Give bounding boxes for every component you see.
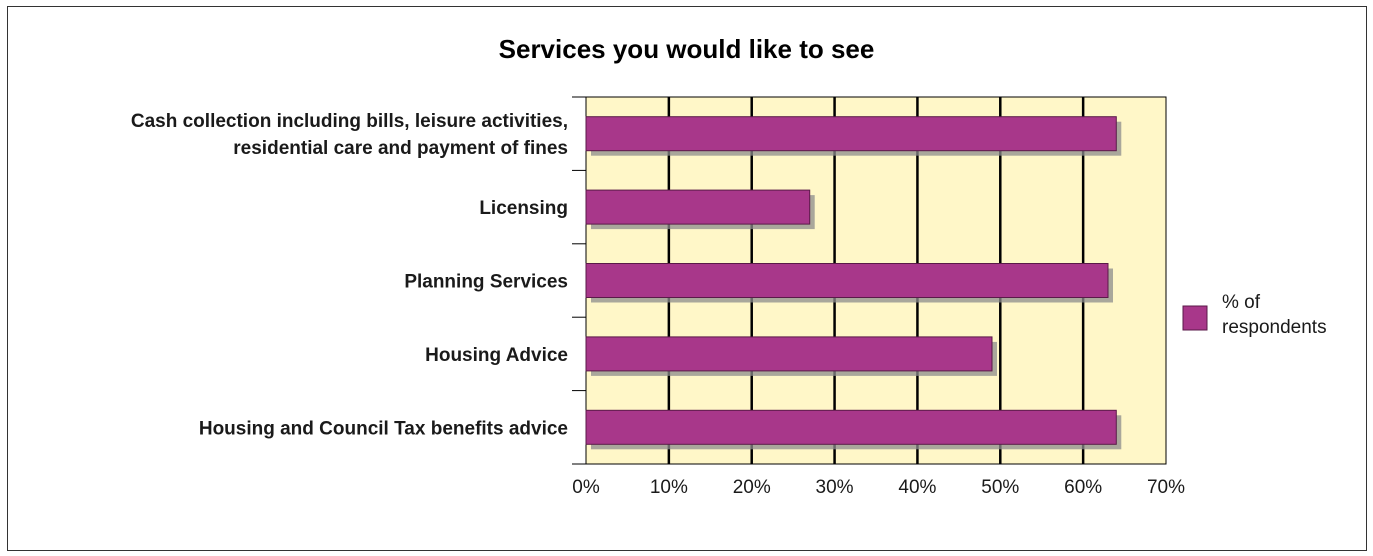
x-tick-label: 50% bbox=[981, 477, 1019, 498]
bar bbox=[585, 336, 993, 372]
bar bbox=[585, 263, 1109, 298]
category-label: Housing Advice bbox=[425, 345, 568, 366]
x-tick-label: 30% bbox=[816, 477, 854, 498]
bar bbox=[585, 189, 811, 225]
legend-label: respondents bbox=[1222, 317, 1327, 338]
legend-label: % of bbox=[1222, 292, 1261, 313]
x-tick-label: 10% bbox=[650, 477, 688, 498]
legend-swatch bbox=[1182, 305, 1208, 331]
category-label: Planning Services bbox=[404, 272, 568, 293]
category-label: Cash collection including bills, leisure… bbox=[131, 111, 568, 132]
category-label: Licensing bbox=[479, 198, 568, 219]
chart-title: Services you would like to see bbox=[498, 34, 875, 64]
bar bbox=[585, 409, 1117, 445]
x-tick-label: 70% bbox=[1147, 477, 1185, 498]
bar bbox=[585, 116, 1117, 152]
x-tick-label: 60% bbox=[1064, 477, 1102, 498]
category-label: residential care and payment of fines bbox=[233, 138, 568, 159]
category-label: Housing and Council Tax benefits advice bbox=[199, 418, 568, 439]
x-tick-label: 40% bbox=[898, 477, 936, 498]
x-tick-label: 20% bbox=[733, 477, 771, 498]
x-tick-label: 0% bbox=[572, 477, 600, 498]
